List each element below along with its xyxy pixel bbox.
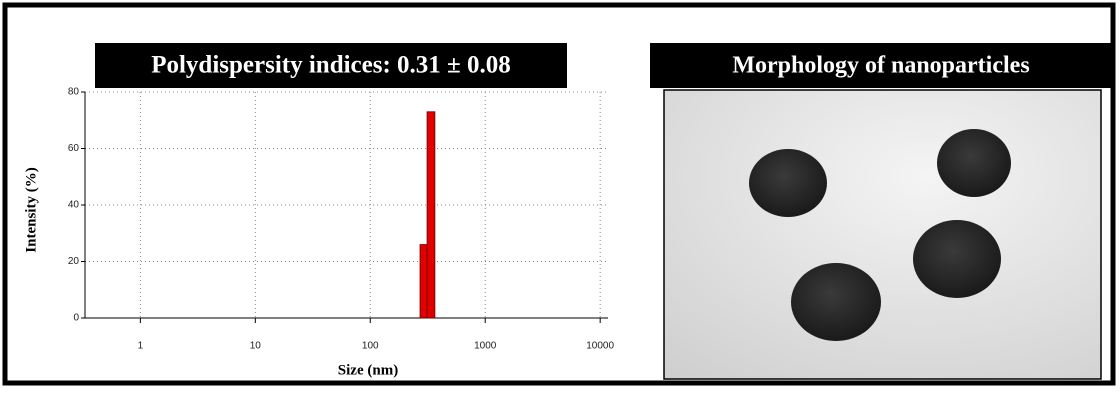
figure: Polydispersity indices: 0.31 ± 0.08 Size… xyxy=(0,0,1120,389)
particle xyxy=(791,263,881,341)
micrograph xyxy=(664,90,1101,379)
y-axis-label: Intensity (%) xyxy=(23,167,39,252)
page: {"chart_data": {"type": "histogram", "ti… xyxy=(0,0,1120,389)
x-tick-label: 1000 xyxy=(474,341,497,352)
x-tick-label: 10000 xyxy=(586,341,614,352)
bar xyxy=(427,112,435,318)
particle xyxy=(749,149,827,217)
x-tick-label: 1 xyxy=(138,341,144,352)
x-axis-label: Size (nm) xyxy=(338,362,398,378)
particle xyxy=(937,129,1011,197)
y-tick-label: 0 xyxy=(73,313,79,324)
y-tick-label: 40 xyxy=(68,200,80,211)
micrograph-frame xyxy=(664,90,1101,379)
y-tick-label: 80 xyxy=(68,87,80,98)
y-tick-label: 20 xyxy=(68,256,80,267)
particle xyxy=(913,220,1001,298)
x-tick-label: 100 xyxy=(362,341,379,352)
image-title: Morphology of nanoparticles xyxy=(732,53,1029,79)
chart-title: Polydispersity indices: 0.31 ± 0.08 xyxy=(151,52,511,79)
bar xyxy=(420,245,427,318)
y-tick-label: 60 xyxy=(68,143,80,154)
x-tick-label: 10 xyxy=(250,341,262,352)
